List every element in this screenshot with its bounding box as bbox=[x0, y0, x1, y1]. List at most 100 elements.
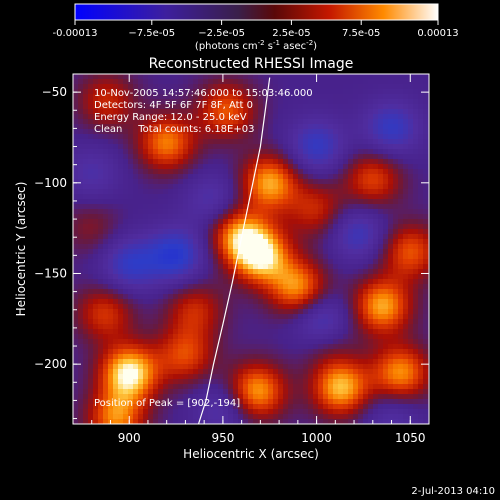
heatmap-cell bbox=[383, 239, 389, 245]
heatmap-cell bbox=[78, 409, 84, 415]
heatmap-cell bbox=[403, 114, 409, 120]
heatmap-cell bbox=[358, 134, 364, 140]
heatmap-cell bbox=[198, 374, 204, 380]
heatmap-cell bbox=[193, 134, 199, 140]
heatmap-cell bbox=[423, 249, 429, 255]
heatmap-cell bbox=[343, 344, 349, 350]
heatmap-cell bbox=[293, 89, 299, 95]
heatmap-cell bbox=[273, 174, 279, 180]
heatmap-cell bbox=[183, 194, 189, 200]
heatmap-cell bbox=[138, 199, 144, 205]
heatmap-cell bbox=[243, 364, 249, 370]
heatmap-cell bbox=[323, 269, 329, 275]
heatmap-cell bbox=[313, 84, 319, 90]
heatmap-cell bbox=[73, 249, 79, 255]
heatmap-cell bbox=[248, 119, 254, 125]
heatmap-cell bbox=[248, 169, 254, 175]
heatmap-cell bbox=[323, 344, 329, 350]
heatmap-cell bbox=[303, 179, 309, 185]
heatmap-cell bbox=[223, 129, 229, 135]
heatmap-cell bbox=[183, 274, 189, 280]
heatmap-cell bbox=[118, 174, 124, 180]
heatmap-cell bbox=[188, 364, 194, 370]
heatmap-cell bbox=[133, 299, 139, 305]
heatmap-cell bbox=[143, 139, 149, 145]
heatmap-cell bbox=[188, 124, 194, 130]
heatmap-cell bbox=[353, 229, 359, 235]
heatmap-cell bbox=[268, 414, 274, 420]
heatmap-cell bbox=[163, 374, 169, 380]
heatmap-cell bbox=[283, 339, 289, 345]
heatmap-cell bbox=[223, 319, 229, 325]
heatmap-cell bbox=[383, 199, 389, 205]
heatmap-cell bbox=[208, 414, 214, 420]
heatmap-cell bbox=[313, 334, 319, 340]
heatmap-cell bbox=[108, 219, 114, 225]
heatmap-cell bbox=[73, 134, 79, 140]
heatmap-cell bbox=[238, 349, 244, 355]
heatmap-cell bbox=[113, 199, 119, 205]
heatmap-cell bbox=[83, 74, 89, 80]
heatmap-cell bbox=[88, 209, 94, 215]
heatmap-cell bbox=[133, 104, 139, 110]
heatmap-cell bbox=[248, 374, 254, 380]
heatmap-cell bbox=[138, 129, 144, 135]
heatmap-cell bbox=[283, 134, 289, 140]
heatmap-cell bbox=[248, 139, 254, 145]
heatmap-cell bbox=[143, 129, 149, 135]
heatmap-cell bbox=[153, 104, 159, 110]
heatmap-cell bbox=[273, 339, 279, 345]
heatmap-cell bbox=[98, 214, 104, 220]
heatmap-cell bbox=[133, 79, 139, 85]
heatmap-cell bbox=[188, 74, 194, 80]
heatmap-cell bbox=[128, 189, 134, 195]
heatmap-cell bbox=[273, 129, 279, 135]
heatmap-cell bbox=[328, 154, 334, 160]
heatmap-cell bbox=[193, 179, 199, 185]
heatmap-cell bbox=[378, 404, 384, 410]
heatmap-cell bbox=[98, 184, 104, 190]
heatmap-cell bbox=[243, 169, 249, 175]
heatmap-cell bbox=[343, 399, 349, 405]
heatmap-cell bbox=[173, 94, 179, 100]
heatmap-cell bbox=[198, 254, 204, 260]
heatmap-cell bbox=[413, 164, 419, 170]
heatmap-cell bbox=[318, 179, 324, 185]
heatmap-cell bbox=[83, 164, 89, 170]
heatmap-cell bbox=[328, 209, 334, 215]
heatmap-cell bbox=[188, 109, 194, 115]
heatmap-cell bbox=[98, 404, 104, 410]
heatmap-cell bbox=[378, 339, 384, 345]
heatmap-cell bbox=[138, 334, 144, 340]
heatmap-cell bbox=[393, 329, 399, 335]
heatmap-cell bbox=[128, 274, 134, 280]
heatmap-cell bbox=[423, 339, 429, 345]
heatmap-cell bbox=[243, 274, 249, 280]
heatmap-cell bbox=[418, 274, 424, 280]
heatmap-cell bbox=[183, 104, 189, 110]
heatmap-cell bbox=[123, 349, 129, 355]
heatmap-cell bbox=[203, 329, 209, 335]
heatmap-cell bbox=[258, 149, 264, 155]
heatmap-cell bbox=[243, 399, 249, 405]
heatmap-cell bbox=[253, 314, 259, 320]
heatmap-cell bbox=[313, 119, 319, 125]
heatmap-cell bbox=[278, 234, 284, 240]
heatmap-cell bbox=[108, 174, 114, 180]
heatmap-cell bbox=[128, 224, 134, 230]
heatmap-cell bbox=[213, 319, 219, 325]
heatmap-cell bbox=[143, 279, 149, 285]
heatmap-cell bbox=[73, 129, 79, 135]
heatmap-cell bbox=[198, 224, 204, 230]
heatmap-cell bbox=[328, 324, 334, 330]
heatmap-cell bbox=[128, 294, 134, 300]
heatmap-cell bbox=[363, 134, 369, 140]
heatmap-cell bbox=[198, 354, 204, 360]
heatmap-cell bbox=[343, 284, 349, 290]
heatmap-cell bbox=[188, 314, 194, 320]
heatmap-cell bbox=[263, 89, 269, 95]
heatmap-cell bbox=[268, 279, 274, 285]
heatmap-cell bbox=[238, 179, 244, 185]
heatmap-cell bbox=[258, 174, 264, 180]
heatmap-cell bbox=[358, 319, 364, 325]
